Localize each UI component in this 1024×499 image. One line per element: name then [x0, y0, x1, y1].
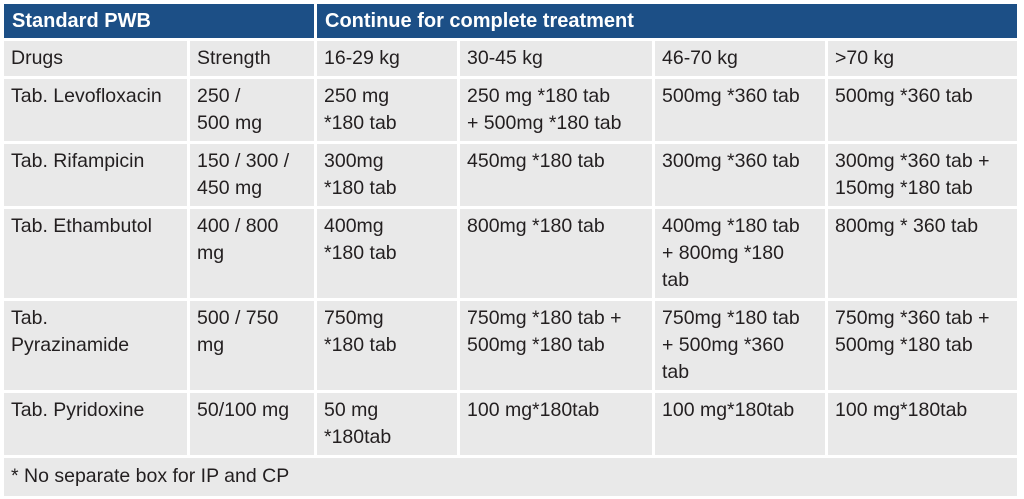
drug-name: Tab. Ethambutol — [4, 209, 187, 298]
table-row: Tab. Rifampicin 150 / 300 / 450 mg 300mg… — [4, 144, 1018, 206]
column-header-over-70-kg: >70 kg — [828, 41, 1018, 76]
drug-name: Tab. Levofloxacin — [4, 79, 187, 141]
drug-strength: 400 / 800 mg — [190, 209, 314, 298]
drug-name: Tab. Pyrazinamide — [4, 301, 187, 390]
dose-46-70-kg: 300mg *360 tab — [655, 144, 825, 206]
table-row: Tab. Ethambutol 400 / 800 mg 400mg *180 … — [4, 209, 1018, 298]
header-standard-pwb: Standard PWB — [4, 4, 314, 38]
column-header-30-45-kg: 30-45 kg — [460, 41, 652, 76]
footnote-row: * No separate box for IP and CP — [4, 458, 1018, 496]
dose-30-45-kg: 800mg *180 tab — [460, 209, 652, 298]
dosage-table-container: Standard PWB Continue for complete treat… — [4, 4, 1020, 496]
header-row: Standard PWB Continue for complete treat… — [4, 4, 1018, 38]
dose-46-70-kg: 750mg *180 tab + 500mg *360 tab — [655, 301, 825, 390]
column-header-row: Drugs Strength 16-29 kg 30-45 kg 46-70 k… — [4, 41, 1018, 76]
dose-16-29-kg: 400mg *180 tab — [317, 209, 457, 298]
dose-46-70-kg: 100 mg*180tab — [655, 393, 825, 455]
drug-strength: 500 / 750 mg — [190, 301, 314, 390]
column-header-16-29-kg: 16-29 kg — [317, 41, 457, 76]
table-row: Tab. Pyrazinamide 500 / 750 mg 750mg *18… — [4, 301, 1018, 390]
drug-strength: 250 / 500 mg — [190, 79, 314, 141]
dose-30-45-kg: 100 mg*180tab — [460, 393, 652, 455]
drug-strength: 150 / 300 / 450 mg — [190, 144, 314, 206]
dose-over-70-kg: 800mg * 360 tab — [828, 209, 1018, 298]
dose-over-70-kg: 500mg *360 tab — [828, 79, 1018, 141]
drug-name: Tab. Rifampicin — [4, 144, 187, 206]
dose-30-45-kg: 450mg *180 tab — [460, 144, 652, 206]
dose-46-70-kg: 400mg *180 tab + 800mg *180 tab — [655, 209, 825, 298]
table-row: Tab. Pyridoxine 50/100 mg 50 mg *180tab … — [4, 393, 1018, 455]
drug-name: Tab. Pyridoxine — [4, 393, 187, 455]
column-header-strength: Strength — [190, 41, 314, 76]
dose-16-29-kg: 750mg *180 tab — [317, 301, 457, 390]
dose-16-29-kg: 300mg *180 tab — [317, 144, 457, 206]
dose-46-70-kg: 500mg *360 tab — [655, 79, 825, 141]
dose-30-45-kg: 750mg *180 tab + 500mg *180 tab — [460, 301, 652, 390]
header-continue-treatment: Continue for complete treatment — [317, 4, 1018, 38]
dose-16-29-kg: 50 mg *180tab — [317, 393, 457, 455]
dose-30-45-kg: 250 mg *180 tab + 500mg *180 tab — [460, 79, 652, 141]
footnote: * No separate box for IP and CP — [4, 458, 1018, 496]
dose-over-70-kg: 300mg *360 tab + 150mg *180 tab — [828, 144, 1018, 206]
dose-over-70-kg: 100 mg*180tab — [828, 393, 1018, 455]
drug-strength: 50/100 mg — [190, 393, 314, 455]
column-header-46-70-kg: 46-70 kg — [655, 41, 825, 76]
column-header-drugs: Drugs — [4, 41, 187, 76]
dose-over-70-kg: 750mg *360 tab + 500mg *180 tab — [828, 301, 1018, 390]
table-row: Tab. Levofloxacin 250 / 500 mg 250 mg *1… — [4, 79, 1018, 141]
dose-16-29-kg: 250 mg *180 tab — [317, 79, 457, 141]
